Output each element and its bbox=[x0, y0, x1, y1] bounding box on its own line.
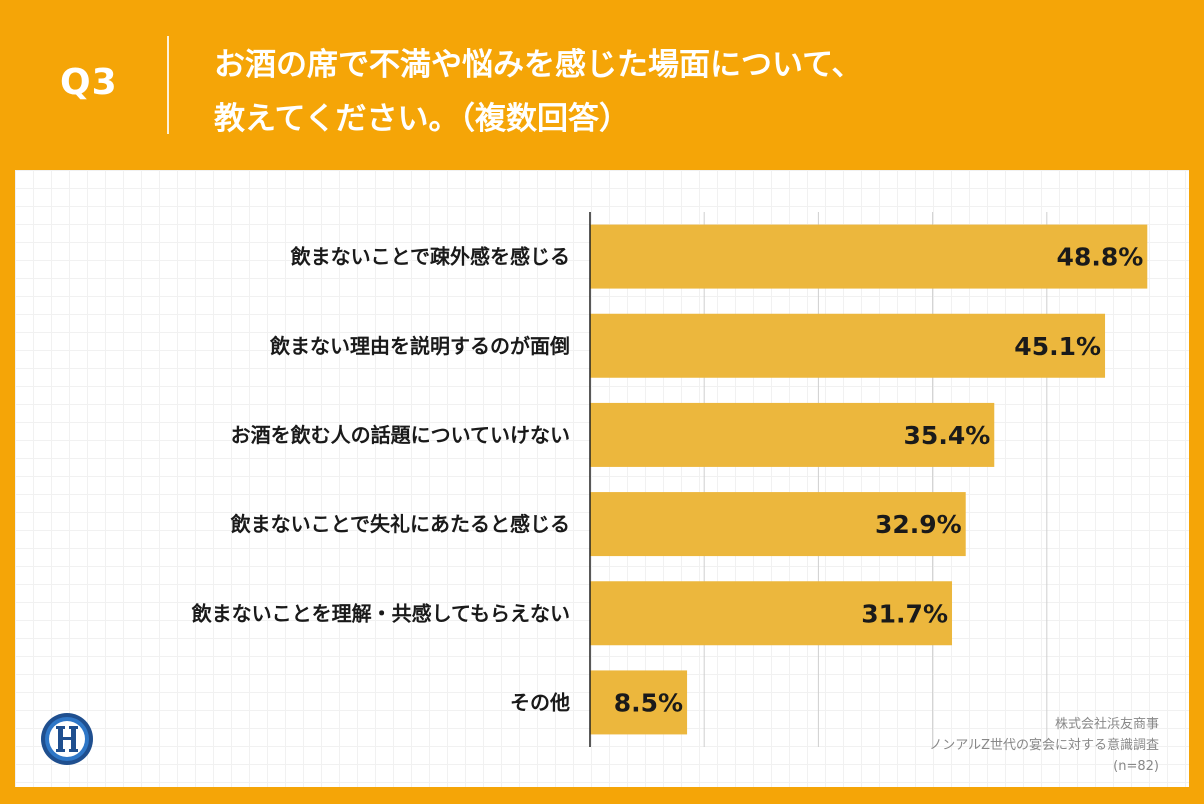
bar-2 bbox=[590, 402, 995, 467]
chart-panel: 飲まないことで疎外感を感じる 48.8% 飲まない理由を説明するのが面倒 45.1% お… bbox=[15, 170, 1189, 787]
value-label-4: 31.7% bbox=[861, 599, 948, 628]
category-label-4: 飲まないことを理解・共感してもらえない bbox=[191, 601, 570, 625]
category-label-0: 飲まないことで疎外感を感じる bbox=[290, 245, 570, 269]
source-company: 株式会社浜友商事 bbox=[1054, 717, 1159, 732]
source-sample-size: (n=82) bbox=[1113, 759, 1159, 774]
question-title: お酒の席で不満や悩みを感じた場面について、 教えてください。（複数回答） bbox=[214, 47, 863, 137]
category-label-1: 飲まない理由を説明するのが面倒 bbox=[269, 334, 570, 358]
question-number: Q3 bbox=[60, 62, 118, 103]
value-label-2: 35.4% bbox=[904, 421, 991, 450]
bar-0 bbox=[590, 224, 1148, 289]
bar-4 bbox=[590, 581, 953, 646]
header: Q3 お酒の席で不満や悩みを感じた場面について、 教えてください。（複数回答） bbox=[0, 0, 1204, 170]
source-note: 株式会社浜友商事 ノンアルZ世代の宴会に対する意識調査 (n=82) bbox=[929, 714, 1159, 777]
header-divider bbox=[167, 36, 169, 134]
bar-1 bbox=[590, 313, 1106, 378]
bar-3 bbox=[590, 492, 966, 557]
category-label-3: 飲まないことで失礼にあたると感じる bbox=[230, 512, 570, 536]
value-label-1: 45.1% bbox=[1014, 332, 1101, 361]
company-logo-icon bbox=[41, 713, 93, 765]
value-label-3: 32.9% bbox=[875, 510, 962, 539]
category-label-5: その他 bbox=[510, 690, 570, 714]
bar-chart: 飲まないことで疎外感を感じる 48.8% 飲まない理由を説明するのが面倒 45.1% お… bbox=[191, 212, 1148, 747]
category-label-2: お酒を飲む人の話題についていけない bbox=[231, 423, 570, 447]
value-label-5: 8.5% bbox=[614, 688, 683, 717]
source-survey: ノンアルZ世代の宴会に対する意識調査 bbox=[929, 738, 1159, 753]
bar-5 bbox=[590, 670, 688, 735]
value-label-0: 48.8% bbox=[1057, 243, 1144, 272]
